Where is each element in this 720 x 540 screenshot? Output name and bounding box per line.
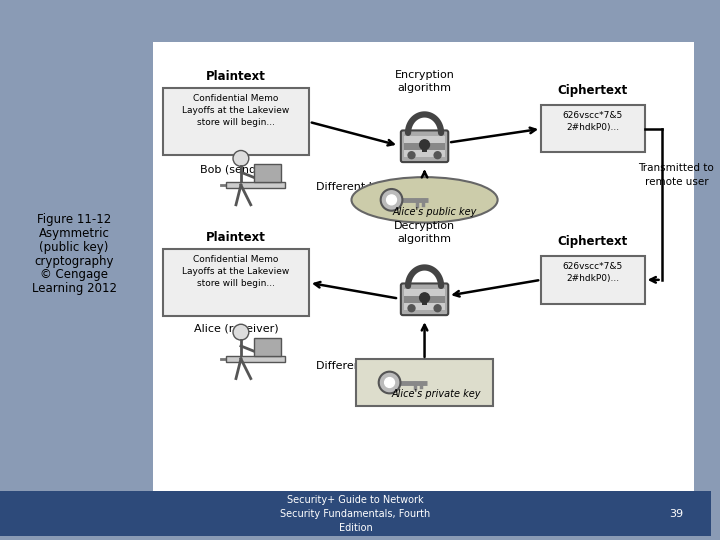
Text: Asymmetric: Asymmetric (39, 227, 109, 240)
Text: (public key): (public key) (40, 241, 109, 254)
Text: Layoffs at the Lakeview: Layoffs at the Lakeview (182, 267, 289, 276)
Circle shape (434, 305, 441, 312)
FancyBboxPatch shape (541, 105, 644, 152)
FancyBboxPatch shape (404, 303, 445, 310)
Text: Alice (receiver): Alice (receiver) (194, 323, 279, 333)
Text: Plaintext: Plaintext (206, 70, 266, 83)
FancyBboxPatch shape (226, 356, 285, 362)
FancyBboxPatch shape (401, 131, 449, 162)
Text: 2#hdkP0)...: 2#hdkP0)... (567, 123, 619, 132)
FancyBboxPatch shape (0, 491, 711, 536)
Text: Transmitted to
remote user: Transmitted to remote user (639, 163, 714, 187)
Circle shape (233, 324, 249, 340)
Text: Layoffs at the Lakeview: Layoffs at the Lakeview (182, 106, 289, 115)
FancyBboxPatch shape (163, 88, 309, 156)
Circle shape (408, 305, 415, 312)
FancyBboxPatch shape (253, 164, 282, 182)
Ellipse shape (351, 177, 498, 222)
Text: 39: 39 (670, 509, 683, 519)
Text: Security+ Guide to Network
Security Fundamentals, Fourth
Edition: Security+ Guide to Network Security Fund… (280, 495, 431, 533)
Circle shape (387, 195, 397, 205)
Circle shape (233, 151, 249, 166)
FancyBboxPatch shape (226, 182, 285, 188)
Text: © Cengage: © Cengage (40, 268, 108, 281)
FancyBboxPatch shape (404, 143, 445, 150)
Text: Bob (sender): Bob (sender) (200, 164, 272, 174)
FancyBboxPatch shape (404, 150, 445, 157)
Circle shape (381, 189, 402, 211)
Text: 626vscc*7&5: 626vscc*7&5 (563, 262, 623, 271)
Text: Decryption
algorithm: Decryption algorithm (394, 221, 455, 244)
Text: Different keys: Different keys (316, 182, 395, 192)
FancyBboxPatch shape (253, 338, 282, 356)
Circle shape (408, 152, 415, 159)
FancyBboxPatch shape (356, 359, 492, 406)
FancyBboxPatch shape (422, 142, 427, 152)
FancyBboxPatch shape (541, 256, 644, 303)
Text: 2#hdkP0)...: 2#hdkP0)... (567, 274, 619, 283)
Circle shape (379, 372, 400, 393)
Text: Plaintext: Plaintext (206, 231, 266, 244)
Text: store will begin...: store will begin... (197, 279, 275, 288)
Text: 626vscc*7&5: 626vscc*7&5 (563, 111, 623, 120)
Text: Figure 11-12: Figure 11-12 (37, 213, 111, 226)
FancyBboxPatch shape (404, 136, 445, 143)
FancyBboxPatch shape (422, 295, 427, 305)
FancyBboxPatch shape (404, 289, 445, 296)
Text: Alice's public key: Alice's public key (392, 207, 477, 217)
Text: Confidential Memo: Confidential Memo (193, 94, 279, 103)
FancyBboxPatch shape (401, 284, 449, 315)
Circle shape (384, 377, 395, 387)
FancyBboxPatch shape (153, 42, 694, 491)
Circle shape (434, 152, 441, 159)
Text: Encryption
algorithm: Encryption algorithm (395, 70, 454, 93)
Text: Confidential Memo: Confidential Memo (193, 255, 279, 264)
Text: cryptography: cryptography (35, 254, 114, 268)
FancyBboxPatch shape (163, 249, 309, 316)
Circle shape (420, 293, 430, 303)
Text: store will begin...: store will begin... (197, 118, 275, 127)
Text: Ciphertext: Ciphertext (558, 235, 628, 248)
FancyBboxPatch shape (404, 296, 445, 303)
Circle shape (420, 140, 430, 150)
Text: Alice's private key: Alice's private key (392, 389, 481, 400)
Text: Learning 2012: Learning 2012 (32, 282, 117, 295)
Text: Different keys: Different keys (316, 361, 395, 371)
Text: Ciphertext: Ciphertext (558, 84, 628, 97)
